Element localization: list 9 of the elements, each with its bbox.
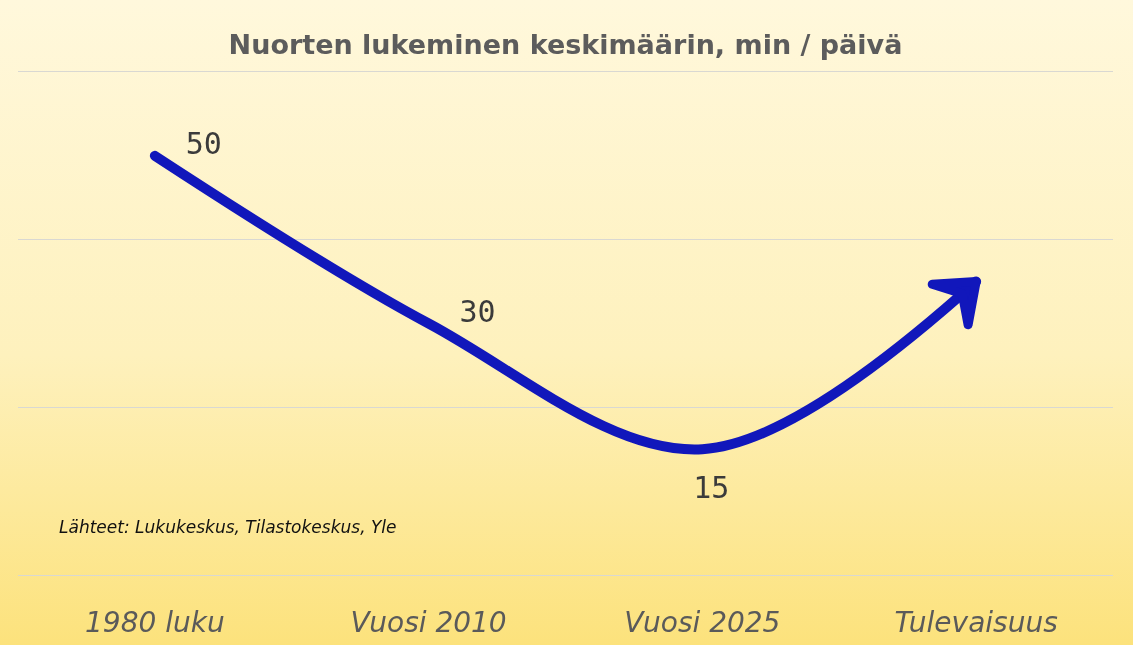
- x-tick-label: Vuosi 2025: [624, 605, 781, 639]
- data-label: 50: [185, 126, 222, 162]
- annotation: Lähteet: Lukukeskus, Tilastokeskus, Yle: [59, 517, 397, 537]
- data-label: 15: [693, 469, 730, 505]
- x-tick-label: Vuosi 2010: [350, 605, 507, 639]
- x-tick-label: 1980 luku: [85, 605, 225, 639]
- chart-title: Nuorten lukeminen keskimäärin, min / päivä: [228, 29, 903, 61]
- data-label: 30: [459, 294, 496, 329]
- x-tick-label: Tulevaisuus: [894, 605, 1058, 639]
